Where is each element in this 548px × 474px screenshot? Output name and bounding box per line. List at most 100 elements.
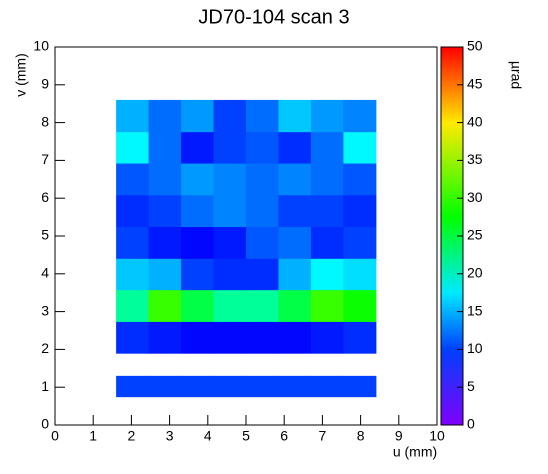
y-tick-label: 2 xyxy=(41,340,49,356)
heatmap-cell xyxy=(181,258,215,291)
heatmap-cell xyxy=(246,289,279,322)
heatmap-cell xyxy=(310,375,344,398)
heatmap-cell xyxy=(181,375,215,398)
heatmap-cell xyxy=(116,258,150,291)
heatmap-cell xyxy=(213,194,247,228)
x-tick-label: 2 xyxy=(128,428,136,444)
heatmap-cell xyxy=(310,289,344,322)
heatmap-cell xyxy=(213,163,247,196)
heatmap-cell xyxy=(148,131,182,164)
heatmap-cell xyxy=(246,194,279,228)
heatmap-cell xyxy=(246,258,279,291)
heatmap-cell xyxy=(213,375,247,398)
heatmap-cell xyxy=(246,163,279,196)
heatmap-cell xyxy=(148,163,182,196)
heatmap-cell xyxy=(116,99,150,133)
heatmap-cell xyxy=(116,194,150,228)
heatmap-cell xyxy=(181,321,215,354)
heatmap-cell xyxy=(148,375,182,398)
x-tick-label: 3 xyxy=(166,428,174,444)
x-tick-label: 8 xyxy=(357,428,365,444)
heatmap-cell xyxy=(343,131,377,164)
heatmap-cell xyxy=(278,375,312,398)
heatmap-cell xyxy=(343,289,377,322)
heatmap-cell xyxy=(246,321,279,354)
colorbar-tick-label: 35 xyxy=(467,151,483,167)
x-tick-label: 9 xyxy=(395,428,403,444)
heatmap-cell xyxy=(116,226,150,259)
heatmap-cell xyxy=(148,321,182,354)
x-tick-label: 5 xyxy=(242,428,250,444)
heatmap-cell xyxy=(116,131,150,164)
heatmap-cell xyxy=(278,163,312,196)
heatmap-cell xyxy=(310,194,344,228)
heatmap-cell xyxy=(213,258,247,291)
heatmap-cell xyxy=(213,226,247,259)
heatmap-cell xyxy=(343,375,377,398)
heatmap-cell xyxy=(148,258,182,291)
heatmap-cell xyxy=(213,289,247,322)
colorbar-label: µrad xyxy=(508,61,524,89)
heatmap-cell xyxy=(278,131,312,164)
heatmap-cell xyxy=(278,99,312,133)
heatmap-cell xyxy=(116,163,150,196)
heatmap-cell xyxy=(310,226,344,259)
heatmap-cell xyxy=(310,258,344,291)
heatmap-cell xyxy=(343,194,377,228)
y-axis-label: v (mm) xyxy=(13,53,29,97)
heatmap-cell xyxy=(310,321,344,354)
x-tick-label: 1 xyxy=(89,428,97,444)
y-tick-label: 1 xyxy=(41,378,49,394)
chart-title: JD70-104 scan 3 xyxy=(198,6,349,28)
y-tick-label: 7 xyxy=(41,151,49,167)
heatmap-cell xyxy=(181,226,215,259)
heatmap-cell xyxy=(278,321,312,354)
heatmap-cell xyxy=(343,321,377,354)
colorbar-tick-label: 0 xyxy=(467,416,475,432)
heatmap-cell xyxy=(278,289,312,322)
y-tick-label: 6 xyxy=(41,189,49,205)
heatmap-cell xyxy=(116,289,150,322)
heatmap-cell xyxy=(148,226,182,259)
y-tick-label: 9 xyxy=(41,76,49,92)
y-tick-label: 10 xyxy=(33,38,49,54)
colorbar-tick-label: 40 xyxy=(467,113,483,129)
x-tick-label: 10 xyxy=(429,428,445,444)
heatmap-cell xyxy=(181,163,215,196)
heatmap-cell xyxy=(148,289,182,322)
heatmap-cell xyxy=(148,194,182,228)
heatmap-cell xyxy=(343,99,377,133)
heatmap-cell xyxy=(310,99,344,133)
heatmap-cell xyxy=(343,258,377,291)
heatmap-cell xyxy=(310,131,344,164)
heatmap-cell xyxy=(343,163,377,196)
heatmap-cell xyxy=(116,375,150,398)
heatmap-cell xyxy=(181,99,215,133)
colorbar-tick-label: 25 xyxy=(467,227,483,243)
heatmap-cell xyxy=(246,226,279,259)
heatmap-cell xyxy=(148,99,182,133)
x-tick-label: 6 xyxy=(280,428,288,444)
y-tick-label: 0 xyxy=(41,416,49,432)
colorbar-tick-label: 45 xyxy=(467,76,483,92)
colorbar-tick-label: 20 xyxy=(467,265,483,281)
heatmap-cell xyxy=(213,321,247,354)
heatmap-cell xyxy=(181,131,215,164)
y-tick-label: 4 xyxy=(41,265,49,281)
x-axis-label: u (mm) xyxy=(393,444,437,460)
heatmap-cell xyxy=(181,289,215,322)
heatmap-cell xyxy=(213,131,247,164)
heatmap-cell xyxy=(116,321,150,354)
x-tick-label: 0 xyxy=(51,428,59,444)
x-tick-label: 7 xyxy=(319,428,327,444)
colorbar-tick-label: 5 xyxy=(467,378,475,394)
heatmap-cell xyxy=(278,226,312,259)
y-tick-label: 8 xyxy=(41,113,49,129)
colorbar-tick-label: 30 xyxy=(467,189,483,205)
colorbar-tick-label: 10 xyxy=(467,340,483,356)
heatmap-cell xyxy=(246,375,279,398)
colorbar-tick-label: 50 xyxy=(467,38,483,54)
heatmap-cell xyxy=(213,99,247,133)
heatmap-cell xyxy=(246,99,279,133)
